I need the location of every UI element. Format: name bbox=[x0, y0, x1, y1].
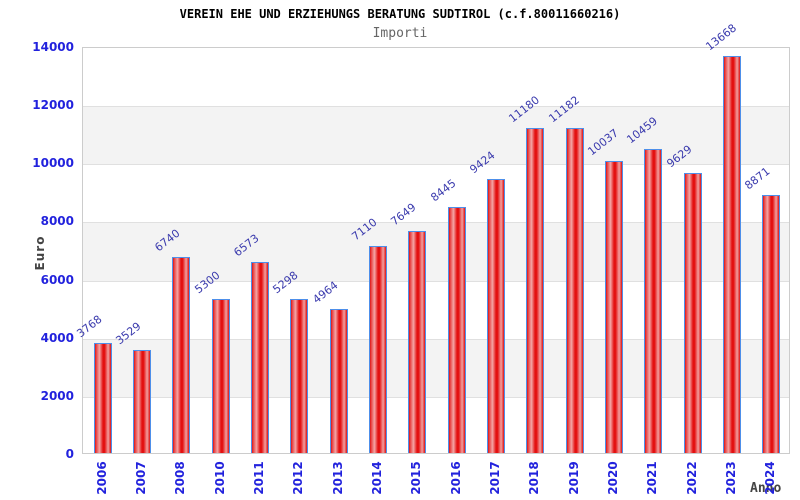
gridline bbox=[83, 281, 789, 282]
bar-2014 bbox=[369, 246, 387, 453]
x-tick-label: 2021 bbox=[645, 461, 659, 495]
bar-2013 bbox=[330, 309, 348, 453]
x-tick-label: 2008 bbox=[173, 461, 187, 495]
x-tick-label: 2020 bbox=[606, 461, 620, 495]
x-tick-label: 2016 bbox=[449, 461, 463, 495]
x-tick-label: 2011 bbox=[252, 461, 266, 495]
y-tick-label: 10000 bbox=[32, 156, 74, 171]
y-tick-label: 8000 bbox=[40, 214, 74, 229]
gridline bbox=[83, 339, 789, 340]
gridline bbox=[83, 222, 789, 223]
x-tick-label: 2010 bbox=[213, 461, 227, 495]
x-tick-label: 2017 bbox=[488, 461, 502, 495]
bar-2012 bbox=[290, 299, 308, 453]
bar-2017 bbox=[487, 179, 505, 453]
y-tick-label: 12000 bbox=[32, 98, 74, 113]
plot-band bbox=[83, 222, 789, 281]
bar-2021 bbox=[644, 149, 662, 453]
gridline bbox=[83, 164, 789, 165]
x-tick-label: 2015 bbox=[409, 461, 423, 495]
bar-2018 bbox=[526, 128, 544, 453]
bar-2022 bbox=[684, 173, 702, 453]
x-tick-label: 2023 bbox=[724, 461, 738, 495]
chart-subtitle: Importi bbox=[372, 26, 428, 41]
y-tick-label: 0 bbox=[65, 447, 74, 461]
x-axis-label: Anno bbox=[750, 481, 782, 496]
plot-area bbox=[82, 47, 790, 454]
x-tick-label: 2018 bbox=[527, 461, 541, 495]
gridline bbox=[83, 397, 789, 398]
bar-2007 bbox=[133, 350, 151, 453]
y-tick-label: 2000 bbox=[40, 388, 74, 403]
chart-title: VEREIN EHE UND ERZIEHUNGS BERATUNG SUDTI… bbox=[179, 7, 621, 21]
x-tick-label: 2007 bbox=[134, 461, 148, 495]
x-tick-label: 2013 bbox=[331, 461, 345, 495]
gridline bbox=[83, 106, 789, 107]
y-tick-label: 6000 bbox=[40, 272, 74, 287]
y-tick-label: 14000 bbox=[32, 40, 74, 54]
bar-2008 bbox=[172, 257, 190, 453]
x-tick-label: 2014 bbox=[370, 461, 384, 495]
x-tick-label: 2022 bbox=[685, 461, 699, 495]
bar-2020 bbox=[605, 161, 623, 453]
x-tick-label: 2019 bbox=[567, 461, 581, 495]
plot-band bbox=[83, 106, 789, 165]
plot-band bbox=[83, 338, 789, 397]
bar-2015 bbox=[408, 231, 426, 453]
y-tick-label: 4000 bbox=[40, 330, 74, 345]
bar-2006 bbox=[94, 343, 112, 453]
x-tick-label: 2024 bbox=[763, 461, 777, 495]
bar-2024 bbox=[762, 195, 780, 453]
bar-2011 bbox=[251, 262, 269, 453]
x-tick-label: 2012 bbox=[291, 461, 305, 495]
bar-2019 bbox=[566, 128, 584, 453]
bar-2023 bbox=[723, 56, 741, 453]
bar-2016 bbox=[448, 207, 466, 453]
bar-2010 bbox=[212, 299, 230, 453]
x-tick-label: 2006 bbox=[95, 461, 109, 495]
